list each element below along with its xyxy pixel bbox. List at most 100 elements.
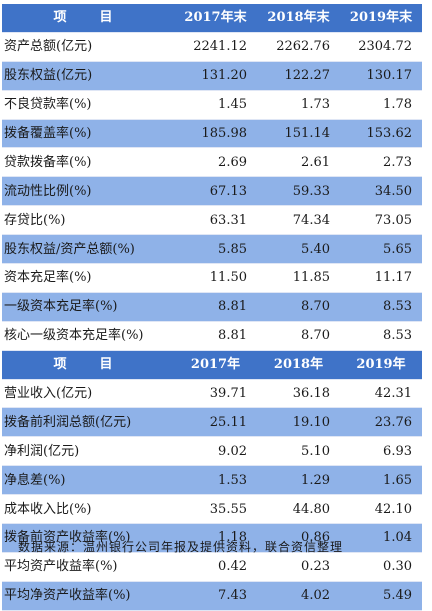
column-header-year: 2019年末 bbox=[340, 4, 422, 33]
cell-value: 2262.76 bbox=[257, 32, 340, 62]
row-label: 股东权益(亿元) bbox=[2, 61, 174, 91]
row-label: 核心一级资本充足率(%) bbox=[2, 321, 174, 351]
cell-value: 74.34 bbox=[257, 205, 340, 236]
table-row: 营业收入(亿元) 39.71 36.18 42.31 bbox=[2, 379, 422, 409]
row-label: 资本充足率(%) bbox=[2, 263, 174, 293]
cell-value: 1.29 bbox=[257, 465, 340, 496]
cell-value: 8.53 bbox=[340, 321, 422, 351]
table-row: 拨备覆盖率(%) 185.98 151.14 153.62 bbox=[2, 119, 422, 149]
table-row: 贷款拨备率(%) 2.69 2.61 2.73 bbox=[2, 147, 422, 178]
cell-value: 42.10 bbox=[340, 494, 422, 525]
row-label: 净利润(亿元) bbox=[2, 436, 174, 467]
cell-value: 1.04 bbox=[340, 523, 422, 553]
table-row: 成本收入比(%) 35.55 44.80 42.10 bbox=[2, 494, 422, 525]
cell-value: 1.45 bbox=[174, 90, 257, 120]
cell-value: 1.78 bbox=[340, 90, 422, 120]
cell-value: 131.20 bbox=[174, 61, 257, 91]
cell-value: 8.81 bbox=[174, 321, 257, 351]
cell-value: 44.80 bbox=[257, 494, 340, 525]
cell-value: 11.17 bbox=[340, 263, 422, 293]
cell-value: 7.43 bbox=[174, 581, 257, 611]
cell-value: 42.31 bbox=[340, 379, 422, 409]
table-row: 净息差(%) 1.53 1.29 1.65 bbox=[2, 465, 422, 496]
cell-value: 8.70 bbox=[257, 321, 340, 351]
cell-value: 9.02 bbox=[174, 436, 257, 467]
row-label: 拨备前利润总额(亿元) bbox=[2, 407, 174, 438]
cell-value: 59.33 bbox=[257, 176, 340, 207]
cell-value: 6.93 bbox=[340, 436, 422, 467]
column-header-year: 2017年末 bbox=[174, 4, 257, 33]
table-body: 项 目 2017年末 2018年末 2019年末 资产总额(亿元) 2241.12 2262… bbox=[2, 4, 422, 611]
cell-value: 1.73 bbox=[257, 90, 340, 120]
financial-indicators-table: 项 目 2017年末 2018年末 2019年末 资产总额(亿元) 2241.12 2262… bbox=[2, 4, 422, 611]
row-label: 拨备覆盖率(%) bbox=[2, 119, 174, 149]
cell-value: 39.71 bbox=[174, 379, 257, 409]
source-note: 数据来源：温州银行公司年报及提供资料，联合资信整理 bbox=[18, 540, 344, 554]
cell-value: 5.65 bbox=[340, 234, 422, 265]
cell-value: 151.14 bbox=[257, 119, 340, 149]
cell-value: 2241.12 bbox=[174, 32, 257, 62]
table-row: 平均净资产收益率(%) 7.43 4.02 5.49 bbox=[2, 581, 422, 611]
row-label: 存贷比(%) bbox=[2, 205, 174, 236]
cell-value: 63.31 bbox=[174, 205, 257, 236]
row-label: 成本收入比(%) bbox=[2, 494, 174, 525]
row-label: 流动性比例(%) bbox=[2, 176, 174, 207]
cell-value: 4.02 bbox=[257, 581, 340, 611]
cell-value: 5.85 bbox=[174, 234, 257, 265]
column-header-year: 2017年 bbox=[174, 350, 257, 380]
cell-value: 8.53 bbox=[340, 292, 422, 322]
table2-header-row: 项 目 2017年 2018年 2019年 bbox=[2, 350, 422, 380]
row-label: 不良贷款率(%) bbox=[2, 90, 174, 120]
table-row: 资本充足率(%) 11.50 11.85 11.17 bbox=[2, 263, 422, 293]
cell-value: 5.49 bbox=[340, 581, 422, 611]
table-row: 不良贷款率(%) 1.45 1.73 1.78 bbox=[2, 90, 422, 120]
table-row: 平均资产收益率(%) 0.42 0.23 0.30 bbox=[2, 552, 422, 582]
cell-value: 36.18 bbox=[257, 379, 340, 409]
cell-value: 185.98 bbox=[174, 119, 257, 149]
row-label: 资产总额(亿元) bbox=[2, 32, 174, 62]
cell-value: 34.50 bbox=[340, 176, 422, 207]
table-row: 核心一级资本充足率(%) 8.81 8.70 8.53 bbox=[2, 321, 422, 351]
row-label: 股东权益/资产总额(%) bbox=[2, 234, 174, 265]
cell-value: 153.62 bbox=[340, 119, 422, 149]
column-header-year: 2018年 bbox=[257, 350, 340, 380]
table-row: 一级资本充足率(%) 8.81 8.70 8.53 bbox=[2, 292, 422, 322]
row-label: 营业收入(亿元) bbox=[2, 379, 174, 409]
table-row: 流动性比例(%) 67.13 59.33 34.50 bbox=[2, 176, 422, 207]
cell-value: 11.85 bbox=[257, 263, 340, 293]
cell-value: 0.42 bbox=[174, 552, 257, 582]
table-row: 股东权益/资产总额(%) 5.85 5.40 5.65 bbox=[2, 234, 422, 265]
cell-value: 35.55 bbox=[174, 494, 257, 525]
cell-value: 2.73 bbox=[340, 147, 422, 178]
cell-value: 5.40 bbox=[257, 234, 340, 265]
row-label: 拨备前资产收益率(%) bbox=[2, 523, 174, 553]
cell-value: 5.10 bbox=[257, 436, 340, 467]
table-row: 拨备前资产收益率(%) 1.18 0.86 1.04 bbox=[2, 523, 422, 553]
cell-value: 1.53 bbox=[174, 465, 257, 496]
cell-value: 2.69 bbox=[174, 147, 257, 178]
cell-value: 122.27 bbox=[257, 61, 340, 91]
table-row: 拨备前利润总额(亿元) 25.11 19.10 23.76 bbox=[2, 407, 422, 438]
cell-value: 1.65 bbox=[340, 465, 422, 496]
column-header-item: 项 目 bbox=[2, 4, 174, 33]
cell-value: 0.30 bbox=[340, 552, 422, 582]
column-header-item: 项 目 bbox=[2, 350, 174, 380]
cell-value: 23.76 bbox=[340, 407, 422, 438]
cell-value: 8.70 bbox=[257, 292, 340, 322]
cell-value: 19.10 bbox=[257, 407, 340, 438]
table-row: 股东权益(亿元) 131.20 122.27 130.17 bbox=[2, 61, 422, 91]
cell-value: 1.18 bbox=[174, 523, 257, 553]
cell-value: 67.13 bbox=[174, 176, 257, 207]
table-row: 净利润(亿元) 9.02 5.10 6.93 bbox=[2, 436, 422, 467]
cell-value: 130.17 bbox=[340, 61, 422, 91]
table-row: 资产总额(亿元) 2241.12 2262.76 2304.72 bbox=[2, 32, 422, 62]
financial-table-figure: 项 目 2017年末 2018年末 2019年末 资产总额(亿元) 2241.12 2262… bbox=[2, 4, 422, 611]
table-row: 存贷比(%) 63.31 74.34 73.05 bbox=[2, 205, 422, 236]
row-label: 贷款拨备率(%) bbox=[2, 147, 174, 178]
cell-value: 2304.72 bbox=[340, 32, 422, 62]
cell-value: 73.05 bbox=[340, 205, 422, 236]
cell-value: 25.11 bbox=[174, 407, 257, 438]
cell-value: 0.86 bbox=[257, 523, 340, 553]
table1-header-row: 项 目 2017年末 2018年末 2019年末 bbox=[2, 4, 422, 33]
cell-value: 0.23 bbox=[257, 552, 340, 582]
